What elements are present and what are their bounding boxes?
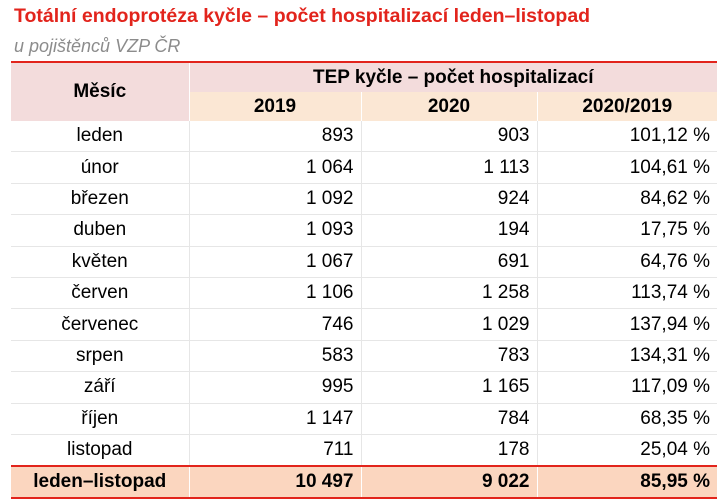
ratio-cell: 17,75 % <box>537 214 718 247</box>
value-2020-cell: 1 029 <box>361 308 538 341</box>
table-row: leden 893 903 101,12 % <box>11 121 718 153</box>
value-2020-cell: 178 <box>361 434 538 467</box>
report-subtitle: u pojištěnců VZP ČR <box>14 36 181 56</box>
month-cell: červenec <box>11 308 190 341</box>
month-cell: duben <box>11 214 190 247</box>
total-2020: 9 022 <box>361 465 538 499</box>
value-2019-cell: 1 106 <box>189 277 362 310</box>
table-row: červen 1 106 1 258 113,74 % <box>11 277 718 310</box>
table-row: říjen 1 147 784 68,35 % <box>11 403 718 435</box>
ratio-cell: 101,12 % <box>537 121 718 153</box>
value-2020-cell: 903 <box>361 121 538 153</box>
month-cell: listopad <box>11 434 190 467</box>
table-row: květen 1 067 691 64,76 % <box>11 246 718 278</box>
year-2020-header: 2020 <box>361 92 538 121</box>
value-2019-cell: 1 147 <box>189 403 362 435</box>
table-row: březen 1 092 924 84,62 % <box>11 183 718 216</box>
value-2020-cell: 1 113 <box>361 151 538 184</box>
value-2020-cell: 924 <box>361 183 538 216</box>
month-cell: červen <box>11 277 190 310</box>
month-cell: březen <box>11 183 190 216</box>
month-cell: září <box>11 371 190 404</box>
value-2020-cell: 1 165 <box>361 371 538 404</box>
ratio-cell: 64,76 % <box>537 246 718 278</box>
value-2020-cell: 194 <box>361 214 538 247</box>
month-cell: leden <box>11 121 190 153</box>
table-row: srpen 583 783 134,31 % <box>11 340 718 373</box>
group-column-header: TEP kyčle – počet hospitalizací <box>189 61 718 92</box>
total-ratio: 85,95 % <box>537 465 718 499</box>
report-title: Totální endoprotéza kyčle – počet hospit… <box>14 5 591 27</box>
ratio-header: 2020/2019 <box>537 92 718 121</box>
value-2020-cell: 783 <box>361 340 538 373</box>
value-2019-cell: 746 <box>189 308 362 341</box>
value-2019-cell: 893 <box>189 121 362 153</box>
ratio-cell: 137,94 % <box>537 308 718 341</box>
ratio-cell: 68,35 % <box>537 403 718 435</box>
total-label: leden–listopad <box>11 465 190 499</box>
value-2019-cell: 1 067 <box>189 246 362 278</box>
month-cell: únor <box>11 151 190 184</box>
value-2020-cell: 784 <box>361 403 538 435</box>
ratio-cell: 113,74 % <box>537 277 718 310</box>
table-body: leden 893 903 101,12 % únor 1 064 1 113 104,61 … <box>11 121 718 467</box>
table-row: září 995 1 165 117,09 % <box>11 371 718 404</box>
table-row: listopad 711 178 25,04 % <box>11 434 718 467</box>
value-2020-cell: 1 258 <box>361 277 538 310</box>
value-2019-cell: 995 <box>189 371 362 404</box>
value-2019-cell: 583 <box>189 340 362 373</box>
table-row: duben 1 093 194 17,75 % <box>11 214 718 247</box>
month-column-header: Měsíc <box>11 61 190 121</box>
value-2019-cell: 711 <box>189 434 362 467</box>
table-row: únor 1 064 1 113 104,61 % <box>11 151 718 184</box>
year-2019-header: 2019 <box>189 92 362 121</box>
ratio-cell: 134,31 % <box>537 340 718 373</box>
value-2020-cell: 691 <box>361 246 538 278</box>
total-row: leden–listopad 10 497 9 022 85,95 % <box>11 465 718 499</box>
ratio-cell: 117,09 % <box>537 371 718 404</box>
ratio-cell: 25,04 % <box>537 434 718 467</box>
hospitalization-table: Měsíc TEP kyčle – počet hospitalizací 20… <box>11 61 718 499</box>
table-row: červenec 746 1 029 137,94 % <box>11 308 718 341</box>
month-cell: květen <box>11 246 190 278</box>
value-2019-cell: 1 092 <box>189 183 362 216</box>
month-cell: srpen <box>11 340 190 373</box>
value-2019-cell: 1 064 <box>189 151 362 184</box>
value-2019-cell: 1 093 <box>189 214 362 247</box>
month-cell: říjen <box>11 403 190 435</box>
ratio-cell: 84,62 % <box>537 183 718 216</box>
total-2019: 10 497 <box>189 465 362 499</box>
ratio-cell: 104,61 % <box>537 151 718 184</box>
